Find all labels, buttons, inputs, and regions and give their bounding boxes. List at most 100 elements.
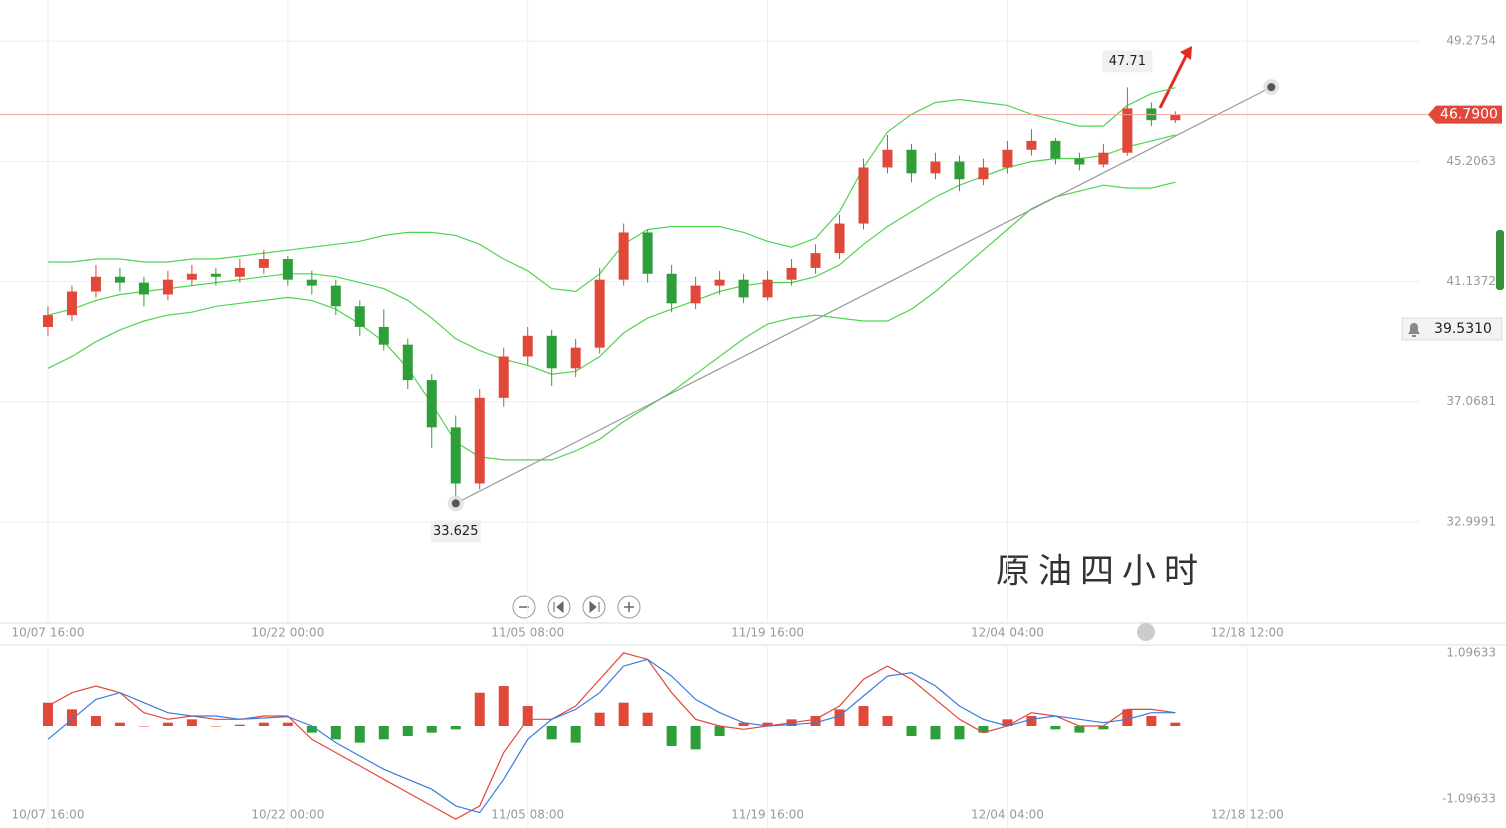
macd-bar bbox=[402, 725, 413, 736]
reset-button[interactable] bbox=[547, 595, 571, 619]
candle-body bbox=[210, 273, 221, 277]
macd-bar bbox=[42, 702, 53, 726]
zoom-controls bbox=[512, 595, 641, 619]
candle-body bbox=[834, 223, 845, 254]
macd-bar bbox=[306, 725, 317, 733]
macd-bar bbox=[834, 709, 845, 726]
y-tick-label: -1.09633 bbox=[1442, 791, 1496, 805]
candle-body bbox=[618, 232, 629, 280]
y-tick-label: 41.1372 bbox=[1446, 274, 1496, 288]
candle-body bbox=[906, 149, 917, 174]
macd-bar bbox=[90, 716, 101, 726]
x-tick-label: 10/22 00:00 bbox=[251, 808, 324, 822]
x-tick-label: 10/22 00:00 bbox=[251, 626, 324, 640]
candle-body bbox=[378, 326, 389, 345]
zoom-in-button[interactable] bbox=[617, 595, 641, 619]
macd-bar bbox=[186, 719, 197, 726]
macd-bar bbox=[1050, 725, 1061, 730]
candle-body bbox=[954, 161, 965, 180]
macd-dea-line bbox=[47, 658, 1176, 814]
candle-body bbox=[1002, 149, 1013, 168]
macd-bar bbox=[1170, 722, 1181, 726]
candle-body bbox=[42, 315, 53, 327]
candle-body bbox=[642, 232, 653, 274]
macd-bar bbox=[978, 725, 989, 733]
next-button[interactable] bbox=[582, 595, 606, 619]
zoom-out-button[interactable] bbox=[512, 595, 536, 619]
macd-bar bbox=[618, 702, 629, 726]
alert-label: 39.5310 bbox=[1434, 321, 1492, 337]
candle-body bbox=[66, 291, 77, 316]
candle-body bbox=[498, 356, 509, 398]
candle-body bbox=[354, 306, 365, 327]
macd-bar bbox=[738, 722, 749, 726]
x-tick-label: 12/18 12:00 bbox=[1211, 808, 1284, 822]
candle-body bbox=[402, 344, 413, 381]
macd-bar bbox=[378, 725, 389, 740]
macd-bar bbox=[714, 725, 725, 736]
candle-body bbox=[258, 259, 269, 268]
bollinger-lower bbox=[47, 181, 1176, 461]
macd-bar bbox=[594, 712, 605, 726]
candle-body bbox=[570, 347, 581, 369]
candle-body bbox=[1026, 140, 1037, 150]
candle-body bbox=[234, 267, 245, 277]
x-tick-label: 11/05 08:00 bbox=[491, 808, 564, 822]
macd-bar bbox=[474, 692, 485, 726]
candle-body bbox=[306, 279, 317, 286]
macd-bar bbox=[690, 725, 701, 750]
macd-bar bbox=[330, 725, 341, 740]
candle-body bbox=[282, 259, 293, 280]
alert-tag bbox=[1401, 317, 1503, 341]
scroll-knob[interactable] bbox=[1137, 623, 1155, 641]
candle-body bbox=[546, 335, 557, 369]
candle-body bbox=[762, 279, 773, 298]
trend-line bbox=[455, 86, 1272, 504]
candle-body bbox=[1122, 108, 1133, 153]
y-tick-label: 45.2063 bbox=[1446, 154, 1496, 168]
candle-body bbox=[1074, 158, 1085, 165]
scroll-handle[interactable] bbox=[1496, 230, 1504, 290]
macd-bar bbox=[162, 722, 173, 726]
x-tick-label: 11/19 16:00 bbox=[731, 808, 804, 822]
macd-bar bbox=[282, 722, 293, 726]
y-tick-label: 32.9991 bbox=[1446, 514, 1496, 528]
x-tick-label: 11/19 16:00 bbox=[731, 626, 804, 640]
candle-body bbox=[882, 149, 893, 168]
x-tick-label: 10/07 16:00 bbox=[11, 808, 84, 822]
x-tick-label: 12/04 04:00 bbox=[971, 626, 1044, 640]
candle-body bbox=[810, 253, 821, 268]
macd-bar bbox=[1098, 725, 1109, 730]
x-tick-label: 11/05 08:00 bbox=[491, 626, 564, 640]
macd-bar bbox=[1146, 716, 1157, 726]
macd-bar bbox=[1074, 725, 1085, 733]
candle-body bbox=[138, 282, 149, 295]
red-arrowhead bbox=[1180, 46, 1192, 60]
candle-body bbox=[90, 276, 101, 292]
macd-bar bbox=[426, 725, 437, 733]
price-annotation-box bbox=[1102, 50, 1153, 73]
candle-body bbox=[930, 161, 941, 174]
candle-body bbox=[474, 397, 485, 484]
candle-body bbox=[858, 167, 869, 224]
trend-anchor-dot bbox=[451, 499, 460, 508]
candle-body bbox=[738, 279, 749, 298]
macd-bar bbox=[1026, 716, 1037, 726]
candle-body bbox=[450, 427, 461, 484]
macd-bar bbox=[66, 709, 77, 726]
y-tick-label: 49.2754 bbox=[1446, 34, 1496, 48]
x-tick-label: 10/07 16:00 bbox=[11, 626, 84, 640]
alert-bell bbox=[1408, 322, 1420, 337]
candle-body bbox=[1098, 152, 1109, 165]
candle-body bbox=[522, 335, 533, 357]
candle-body bbox=[786, 267, 797, 280]
macd-bar bbox=[858, 706, 869, 726]
candle-body bbox=[666, 273, 677, 304]
macd-bar bbox=[450, 725, 461, 730]
macd-bar bbox=[234, 724, 245, 726]
macd-bar bbox=[138, 725, 149, 727]
x-tick-label: 12/04 04:00 bbox=[971, 808, 1044, 822]
candle-body bbox=[1170, 114, 1181, 121]
